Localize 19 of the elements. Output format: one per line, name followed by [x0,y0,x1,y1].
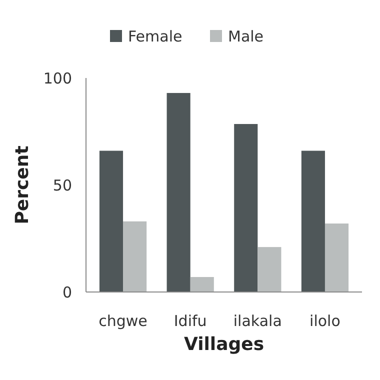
x-tick-label: ilolo [310,312,340,330]
y-axis-title: Percent [12,145,33,224]
bar [258,247,282,292]
bar [301,150,325,292]
y-tick-label: 0 [62,283,72,302]
x-axis-title: Villages [184,334,264,355]
y-tick-label: 50 [52,176,72,194]
x-tick-label: ilakala [233,312,282,330]
y-tick-label: 100 [43,69,72,88]
bar [234,124,258,292]
bar [99,150,124,292]
legend-label: Male [228,27,264,46]
bar [166,92,190,292]
x-tick-label: chgwe [98,312,148,330]
bar [324,224,349,292]
bar [123,221,147,292]
bar [190,277,214,292]
legend-label: Female [128,27,182,46]
x-tick-label: Idifu [174,312,207,330]
